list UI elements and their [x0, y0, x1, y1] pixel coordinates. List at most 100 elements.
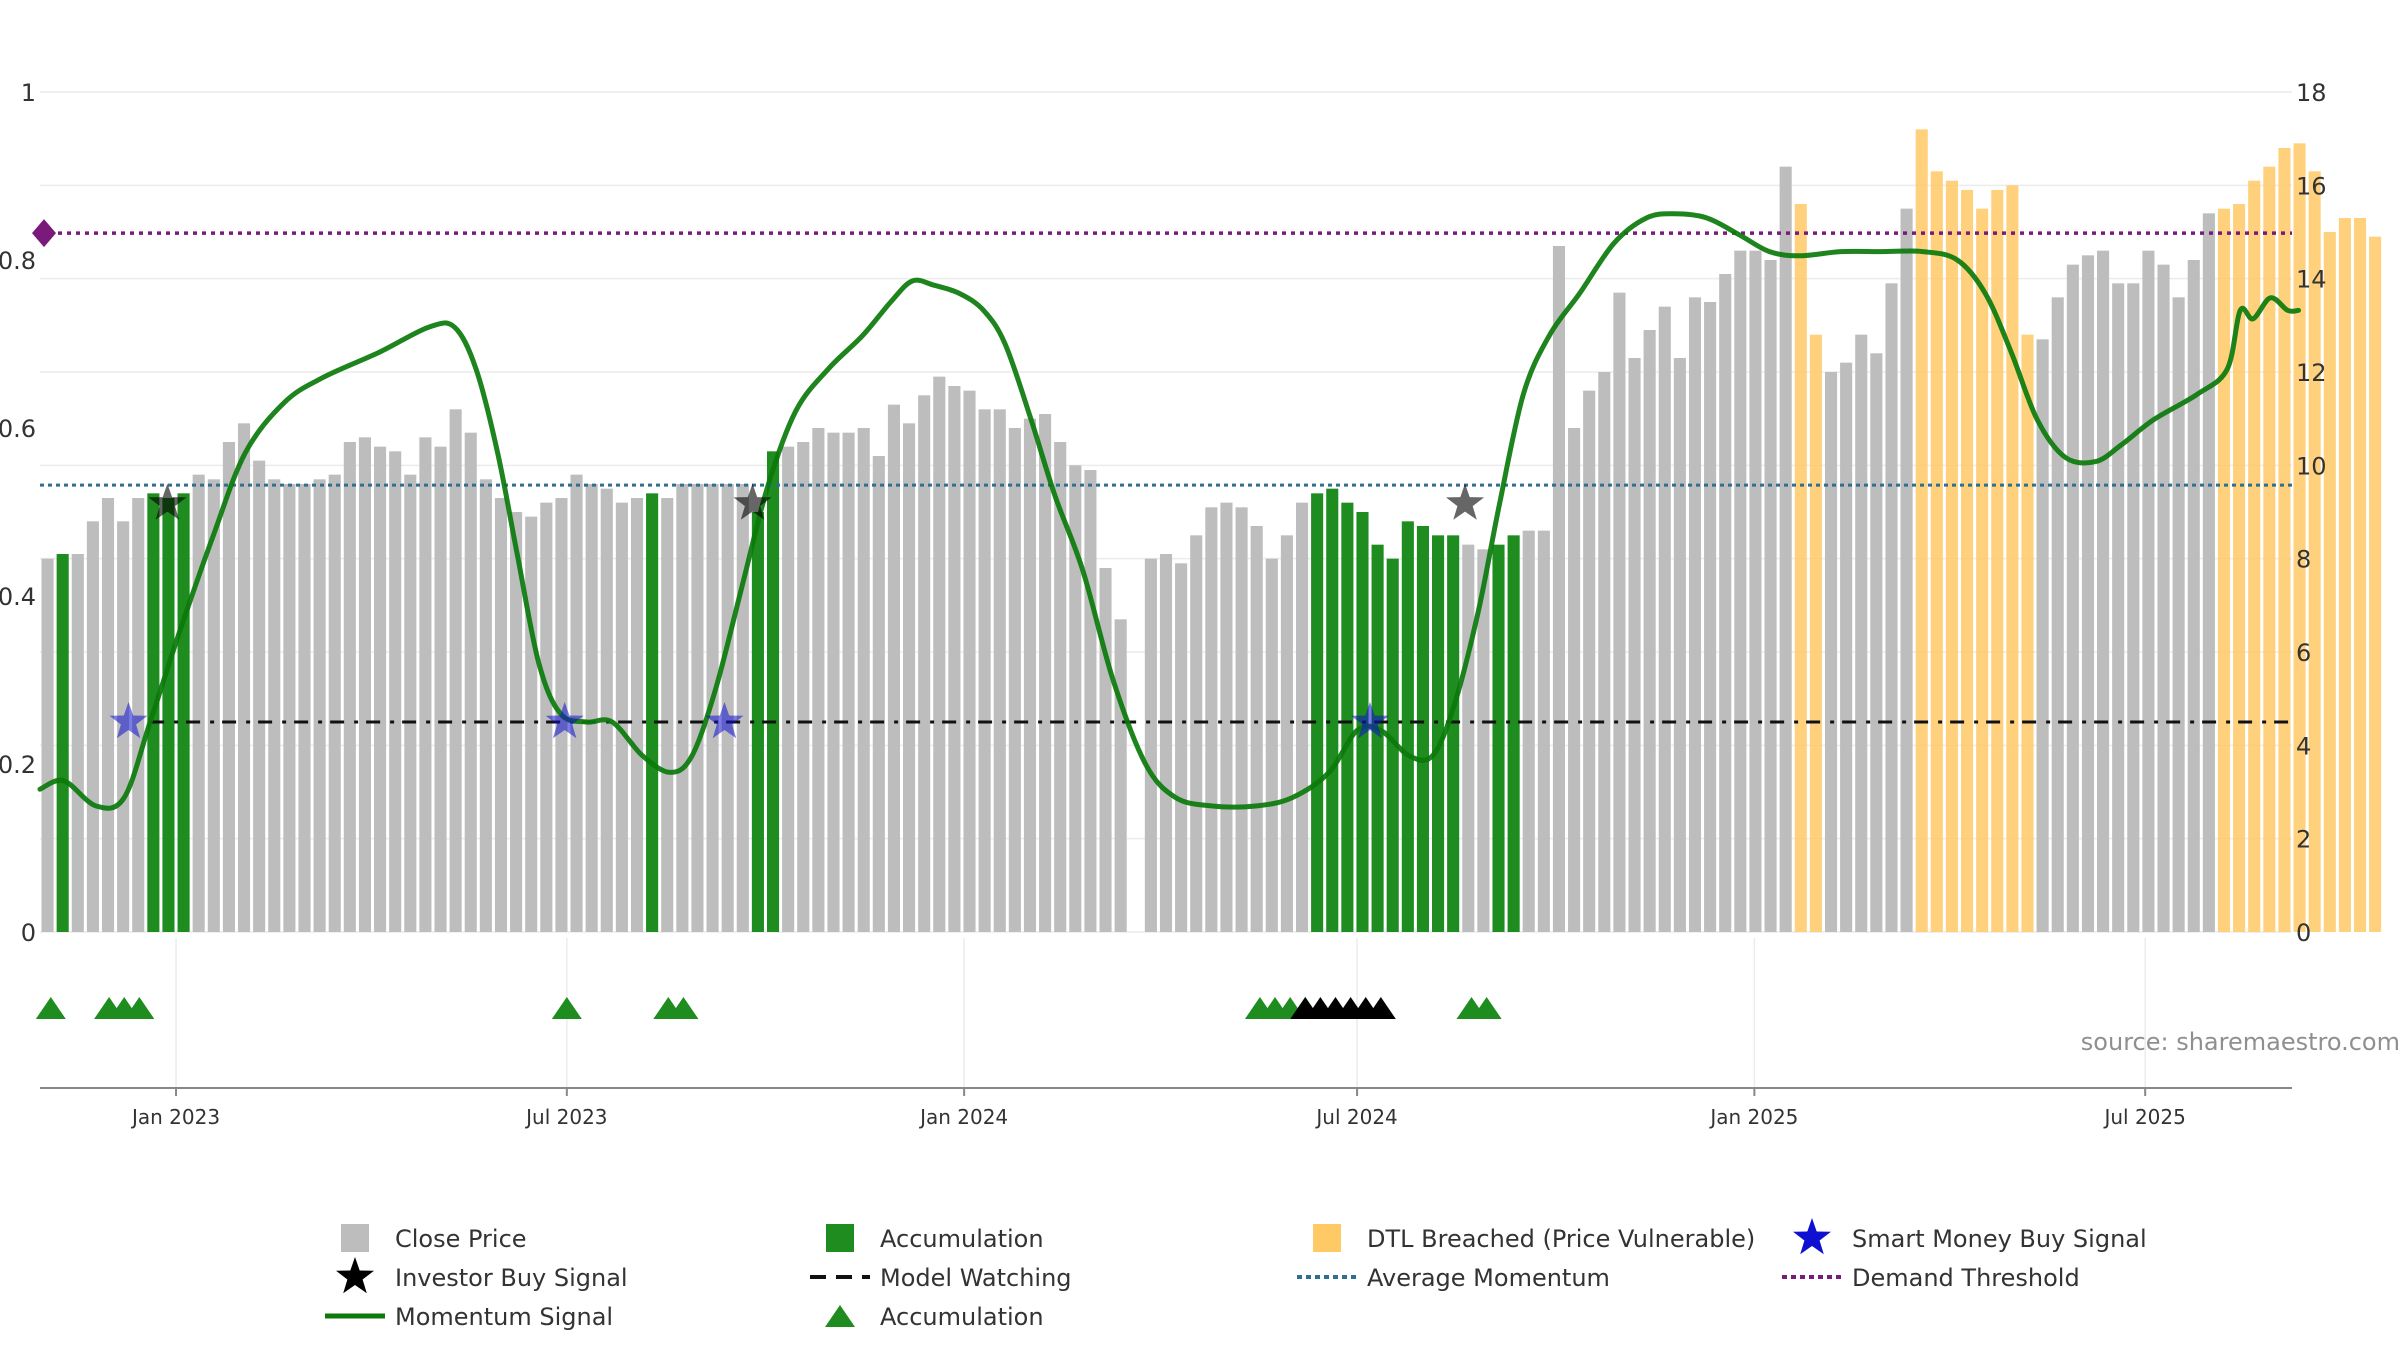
legend-black-star-icon	[336, 1257, 374, 1294]
accumulation-bar	[751, 512, 764, 932]
close-price-bar	[706, 484, 719, 932]
close-price-bar	[993, 409, 1006, 932]
close-price-bar	[1159, 554, 1173, 932]
signals	[35, 483, 1502, 1019]
close-price-bar	[298, 484, 311, 932]
close-price-bar	[887, 404, 900, 933]
close-price-bar	[2051, 297, 2064, 932]
dtl-breached-bar	[2323, 232, 2336, 932]
close-price-bar	[1764, 260, 1777, 932]
legend-label: Close Price	[395, 1225, 527, 1253]
legend-item: Investor Buy Signal	[336, 1257, 628, 1294]
dtl-breached-bar	[2308, 171, 2321, 933]
right-axis-tick-label: 18	[2296, 79, 2327, 107]
close-price-bar	[358, 437, 371, 932]
close-price-bar	[1643, 330, 1656, 932]
close-price-bar	[1265, 558, 1278, 932]
close-price-bar	[41, 558, 54, 932]
close-price-bar	[1688, 297, 1702, 932]
close-price-bar	[933, 376, 946, 933]
legend-item: Model Watching	[810, 1264, 1072, 1292]
close-price-bar	[1069, 465, 1082, 932]
reference-lines	[32, 219, 2292, 724]
investor-buy-signal	[148, 483, 187, 520]
close-price-bar	[872, 456, 885, 932]
accumulation-bar	[1416, 526, 1429, 932]
accumulation-marker	[1471, 997, 1502, 1019]
accumulation-bar	[56, 554, 69, 932]
accumulation-bar	[1311, 493, 1324, 932]
close-price-bar	[1673, 358, 1686, 932]
dtl-breached-bar	[2369, 236, 2382, 932]
smart-money-buy-signal	[545, 702, 584, 739]
close-price-bar	[404, 474, 417, 932]
close-price-bar	[1779, 166, 1792, 932]
accumulation-marker	[35, 997, 66, 1019]
dtl-breached-bar	[2263, 166, 2276, 932]
legend-label: Accumulation	[880, 1303, 1044, 1331]
close-price-bar	[1175, 563, 1188, 932]
x-axis-tick-label: Jul 2023	[524, 1105, 607, 1129]
left-axis-tick-label: 1	[21, 79, 36, 107]
accumulation-bar	[1492, 544, 1505, 932]
close-price-bar	[253, 460, 266, 932]
close-price-bar	[2127, 283, 2140, 932]
legend-label: Demand Threshold	[1852, 1264, 2080, 1292]
close-price-bar	[1220, 502, 1233, 932]
close-price-bar	[1084, 470, 1097, 932]
close-price-bar	[948, 386, 961, 932]
close-price-bar	[1658, 306, 1671, 933]
close-price-bar	[1477, 549, 1490, 932]
close-price-bar	[600, 488, 613, 932]
close-price-bar	[479, 479, 492, 932]
demand-threshold-marker	[32, 219, 56, 248]
dtl-breached-bar	[2233, 204, 2246, 932]
x-axis-tick-label: Jul 2025	[2102, 1105, 2185, 1129]
left-axis-tick-label: 0.2	[0, 751, 36, 779]
close-price-bar	[1885, 283, 1898, 932]
accumulation-bar	[1326, 488, 1339, 932]
smart-money-buy-signal	[705, 702, 744, 739]
dtl-breached-bar	[2248, 180, 2261, 932]
right-axis-tick-label: 4	[2296, 732, 2311, 760]
close-price-bar	[1008, 428, 1021, 932]
close-price-bar	[1099, 568, 1112, 932]
close-price-bar	[963, 390, 976, 933]
close-price-bar	[2142, 250, 2155, 932]
accumulation-bar	[1341, 502, 1354, 932]
accumulation-bar	[766, 451, 780, 932]
close-price-bar	[101, 498, 115, 932]
dtl-breached-bar	[1915, 129, 1928, 933]
close-price-bar	[1552, 246, 1566, 932]
close-price-bar	[1280, 535, 1293, 932]
right-axis-tick-label: 2	[2296, 826, 2311, 854]
close-price-bar	[2097, 250, 2110, 932]
close-price-bar	[918, 395, 931, 932]
legend-item: Average Momentum	[1297, 1264, 1610, 1292]
close-price-bar	[812, 428, 825, 932]
close-price-bar	[691, 484, 704, 932]
close-price-bar	[268, 479, 281, 932]
close-price-bar	[222, 442, 235, 932]
close-price-bar	[1704, 302, 1717, 932]
close-price-bar	[1114, 619, 1127, 932]
legend-item: Accumulation	[825, 1303, 1044, 1331]
close-price-bar	[1023, 418, 1037, 933]
close-price-bar	[313, 479, 326, 932]
right-axis-tick-label: 0	[2296, 919, 2311, 947]
close-price-bar	[570, 474, 583, 932]
close-price-bar	[2112, 283, 2125, 932]
close-price-bar	[2202, 213, 2215, 933]
close-price-bar	[343, 442, 356, 932]
right-axis-tick-label: 10	[2296, 452, 2327, 480]
close-price-bar	[1613, 292, 1626, 933]
legend-label: Smart Money Buy Signal	[1852, 1225, 2147, 1253]
x-axis-tick-label: Jul 2024	[1314, 1105, 1397, 1129]
dtl-breached-bar	[1961, 190, 1974, 932]
accumulation-bar	[162, 498, 175, 932]
investor-buy-signal	[733, 483, 772, 520]
close-price-bar	[736, 484, 749, 932]
right-axis-tick-label: 14	[2296, 266, 2327, 294]
close-price-bar	[721, 484, 734, 932]
investor-marker	[1365, 997, 1396, 1019]
